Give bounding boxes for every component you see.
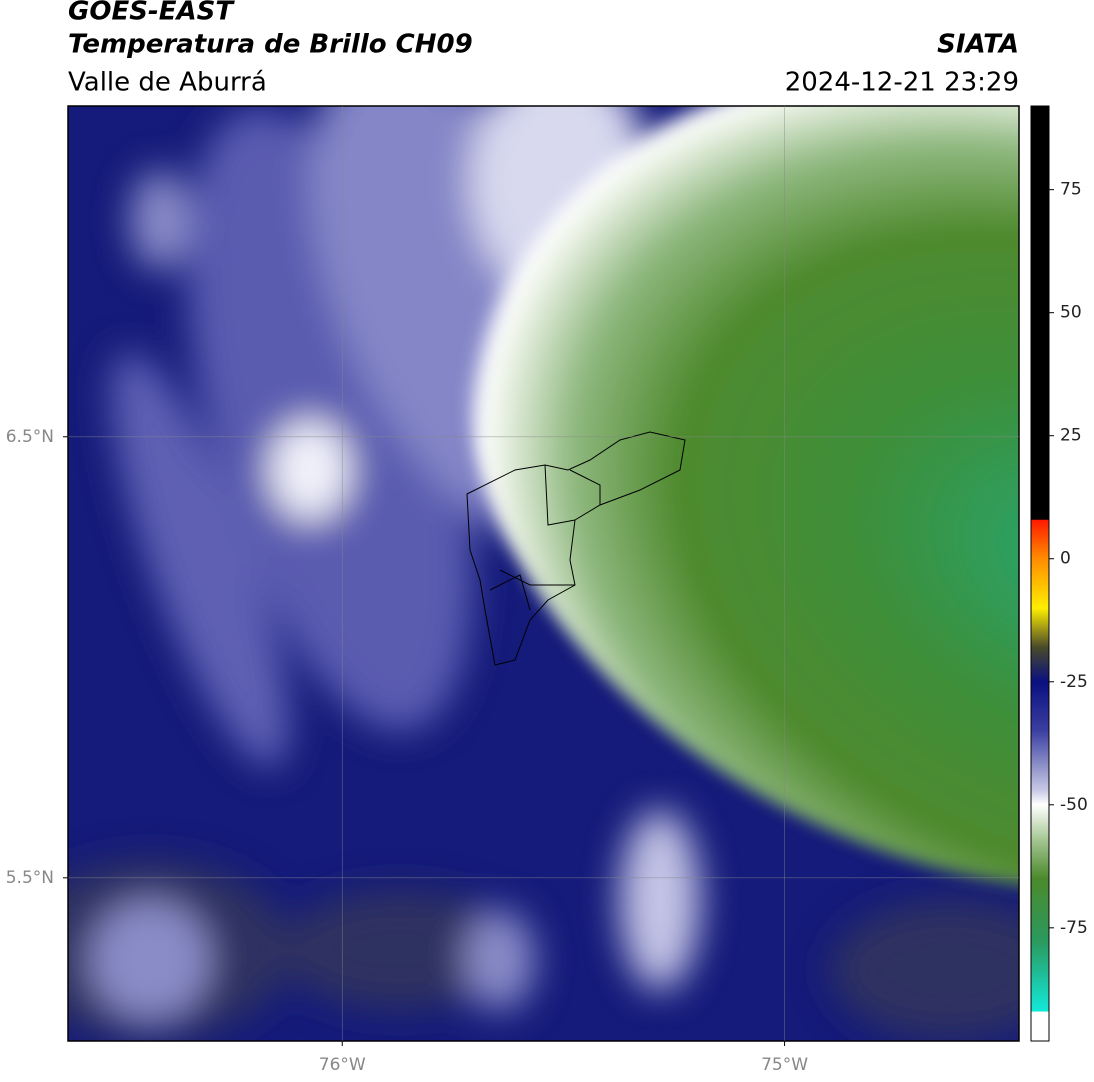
colorbar-tick-label: 75 [1060,180,1082,200]
subtitle: Temperatura de Brillo CH09 [68,30,473,60]
colorbar-tick-label: -50 [1060,795,1088,815]
colorbar [1030,105,1050,1042]
colorbar-tick-label: 50 [1060,303,1082,323]
y-tick-label: 5.5°N [6,868,54,888]
basin-outline [466,431,686,666]
x-tick-label: 75°W [761,1055,808,1075]
colorbar-tick-label: 0 [1060,549,1071,569]
source: SIATA [937,30,1019,60]
map-frame [67,105,1020,1042]
y-tick-label: 6.5°N [6,427,54,447]
colorbar-tick-label: 25 [1060,426,1082,446]
colorbar-tick-label: -25 [1060,672,1088,692]
datetime: 2024-12-21 23:29 [785,68,1019,98]
title: GOES-EAST [68,0,235,27]
region: Valle de Aburrá [68,68,267,98]
map-image [68,106,1019,1041]
x-tick-label: 76°W [319,1055,366,1075]
colorbar-tick-label: -75 [1060,918,1088,938]
